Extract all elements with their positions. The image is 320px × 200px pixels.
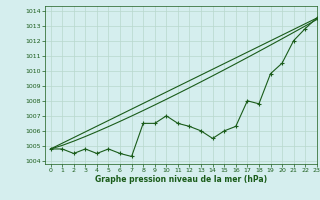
X-axis label: Graphe pression niveau de la mer (hPa): Graphe pression niveau de la mer (hPa) <box>95 175 267 184</box>
